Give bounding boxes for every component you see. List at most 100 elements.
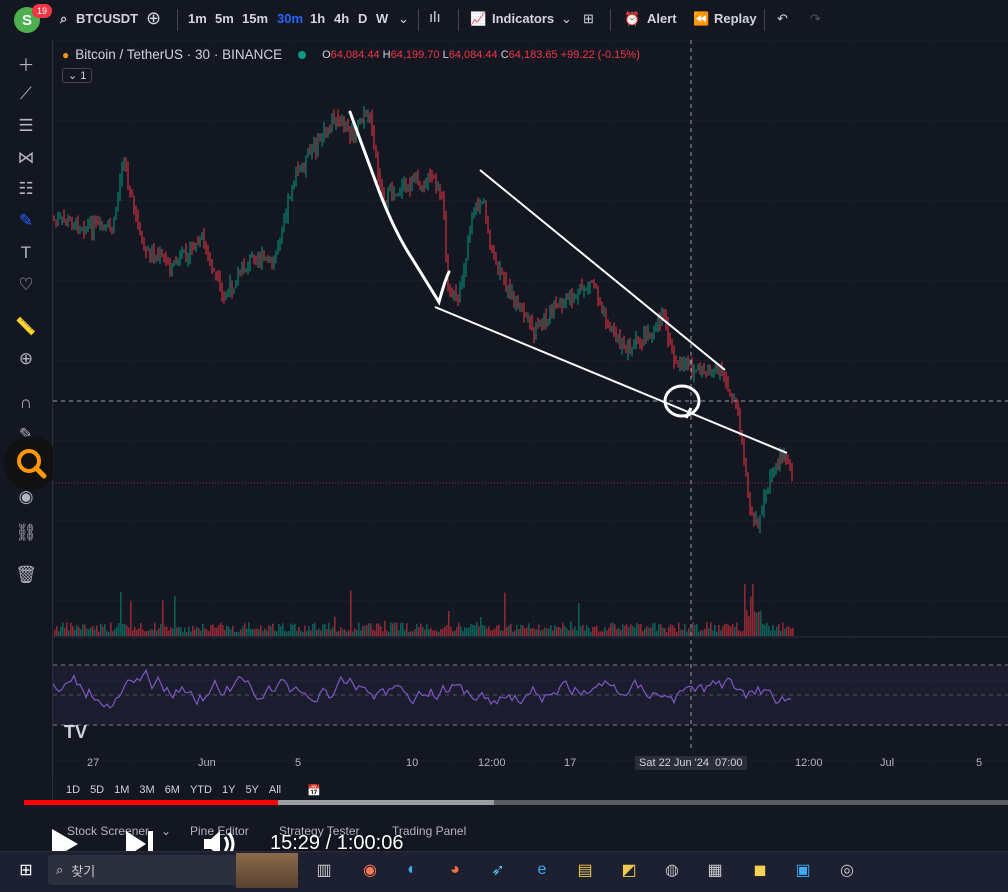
volume-bar — [142, 629, 144, 636]
volume-bar — [648, 627, 650, 636]
range-ytd[interactable]: YTD — [189, 784, 212, 796]
interval-1h[interactable]: 1h — [310, 11, 326, 26]
alert-icon[interactable]: ⏰ — [624, 11, 641, 26]
range-1m[interactable]: 1M — [114, 784, 130, 796]
ruler-icon[interactable]: 📏 — [15, 317, 37, 336]
obs-icon[interactable]: ◎ — [840, 862, 854, 879]
tab-pine-editor[interactable]: Pine Editor — [190, 824, 249, 838]
chevron-down-icon[interactable]: ⌄ — [161, 824, 172, 838]
volume-bar — [512, 631, 514, 636]
range-5d[interactable]: 5D — [90, 784, 105, 796]
ie-icon[interactable]: e — [537, 861, 547, 878]
kakaotalk-icon[interactable]: ◼ — [753, 862, 767, 879]
chevron-down-icon[interactable]: ⌄ — [561, 11, 572, 26]
volume-bar — [218, 624, 220, 636]
calculator-icon[interactable]: ▦ — [707, 862, 723, 879]
bitcoin-icon: ● — [62, 47, 70, 62]
text-icon[interactable]: T — [20, 243, 32, 262]
interval-1m[interactable]: 1m — [188, 11, 207, 26]
volume-bar — [540, 630, 542, 636]
interval-4h[interactable]: 4h — [334, 11, 350, 26]
volume-bar — [756, 613, 758, 636]
volume-bar — [194, 629, 196, 636]
indicator-count-button[interactable]: ⌄ 1 — [62, 68, 93, 83]
wedge-lower-trendline[interactable] — [434, 306, 788, 454]
fib-icon[interactable]: ☰ — [18, 116, 34, 135]
volume-bar — [600, 631, 602, 636]
range-6m[interactable]: 6M — [164, 784, 180, 796]
tab-trading-panel[interactable]: Trading Panel — [392, 824, 467, 838]
trend-line-icon[interactable]: ⟋ — [20, 84, 32, 103]
chevron-down-icon[interactable]: ⌄ — [398, 11, 409, 26]
app-icon[interactable]: ◉ — [363, 862, 377, 879]
interval-d[interactable]: D — [358, 11, 368, 26]
task-view-icon[interactable]: ▥ — [316, 862, 332, 879]
symbol-search-button[interactable]: BTCUSDT — [76, 11, 139, 26]
indicators-icon[interactable]: 📈 — [470, 11, 487, 26]
tab-strategy-tester[interactable]: Strategy Tester — [279, 824, 360, 838]
zoom-in-icon[interactable]: ⊕ — [18, 349, 34, 368]
trash-icon[interactable]: 🗑 — [15, 565, 37, 584]
candles-icon[interactable]: ılı — [429, 9, 441, 26]
replay-button[interactable]: Replay — [714, 11, 757, 26]
add-symbol-icon[interactable]: ⊕ — [146, 8, 162, 28]
calendar-icon[interactable]: 📅 — [307, 785, 321, 797]
wedge-upper-trendline[interactable] — [479, 169, 726, 371]
volume-bar — [280, 626, 282, 636]
edge-icon[interactable]: ◐ — [407, 861, 417, 878]
volume-bar — [572, 629, 574, 636]
firefox-icon[interactable]: ◕ — [450, 861, 460, 878]
range-1y[interactable]: 1Y — [221, 784, 236, 796]
forecast-icon[interactable]: ☷ — [18, 179, 34, 198]
interval-w[interactable]: W — [376, 11, 389, 26]
app-blue-icon[interactable]: ▣ — [795, 862, 811, 879]
range-1d[interactable]: 1D — [66, 784, 81, 796]
sticky-notes-icon[interactable]: ◩ — [621, 862, 637, 879]
volume-bar — [110, 622, 112, 636]
volume-bar — [436, 631, 438, 636]
highlight-circle[interactable] — [663, 384, 701, 418]
volume-bar — [594, 626, 596, 636]
layouts-icon[interactable]: ⊞ — [583, 11, 594, 26]
video-progress-track[interactable] — [24, 800, 1008, 805]
magnet-icon[interactable]: ∩ — [19, 393, 33, 412]
brush-icon[interactable]: ✎ — [18, 211, 34, 230]
windows-start-icon[interactable]: ⊞ — [19, 862, 33, 879]
interval-5m[interactable]: 5m — [215, 11, 234, 26]
pattern-icon[interactable]: ⋈ — [17, 148, 35, 167]
volume-bar — [698, 631, 700, 636]
price-chart[interactable] — [53, 40, 1008, 780]
alert-button[interactable]: Alert — [647, 11, 677, 26]
volume-bar — [408, 631, 410, 636]
search-overlay-icon[interactable] — [4, 436, 58, 490]
heart-icon[interactable]: ♡ — [18, 275, 34, 294]
brush-stroke[interactable] — [348, 110, 451, 306]
range-all[interactable]: All — [268, 784, 282, 796]
indicators-button[interactable]: Indicators — [492, 11, 555, 26]
volume-bar — [654, 622, 656, 636]
range-3m[interactable]: 3M — [139, 784, 155, 796]
visibility-icon[interactable]: ◉ — [18, 487, 34, 506]
range-5y[interactable]: 5Y — [245, 784, 259, 796]
volume-bar — [352, 631, 354, 636]
volume-bar — [306, 631, 308, 636]
interval-15m[interactable]: 15m — [242, 11, 269, 26]
link-icon[interactable]: ⛓ — [15, 523, 37, 542]
volume-bar — [542, 629, 544, 636]
crosshair-icon[interactable]: ＋ — [17, 55, 35, 75]
capture-icon[interactable]: ◍ — [665, 862, 679, 879]
volume-bar — [526, 627, 528, 636]
volume-bar — [570, 621, 572, 636]
interval-30m[interactable]: 30m — [277, 11, 304, 26]
taskbar-search[interactable]: ⌕ 찾기 — [48, 855, 238, 885]
symbol-search-icon[interactable]: ⌕ — [60, 11, 68, 26]
next-icon[interactable] — [124, 829, 156, 859]
redo-icon[interactable]: ↷ — [810, 11, 821, 26]
volume-bar — [64, 627, 66, 636]
replay-icon[interactable]: ⏪ — [693, 11, 710, 26]
file-explorer-icon[interactable]: ▤ — [577, 862, 593, 879]
volume-bar — [746, 610, 748, 636]
bird-app-icon[interactable]: ➶ — [491, 862, 505, 879]
undo-icon[interactable]: ↶ — [777, 11, 788, 26]
symbol-title[interactable]: Bitcoin / TetherUS · 30 · BINANCE — [75, 47, 283, 62]
